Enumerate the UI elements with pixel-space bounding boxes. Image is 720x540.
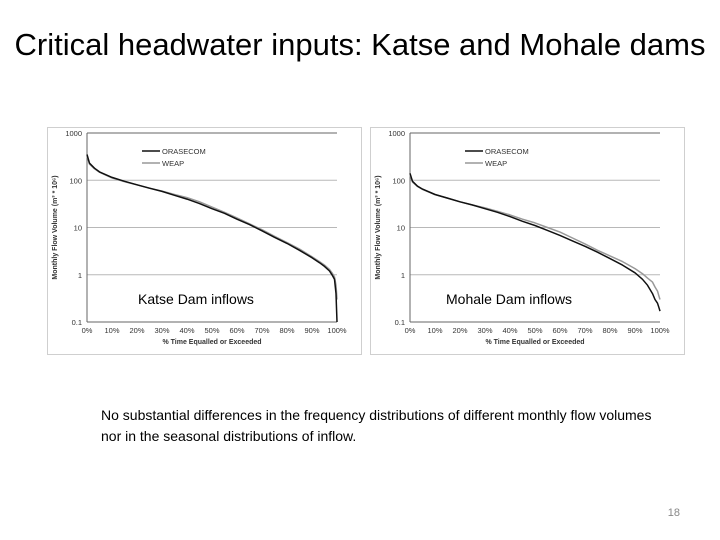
x-tick-label: 50% — [527, 326, 542, 335]
y-tick-label: 0.1 — [395, 318, 405, 327]
legend-label-weap: WEAP — [162, 159, 184, 168]
katse-chart-svg: 0.1 1 10 100 1000 0% 10% 20% 30% 40% 50% 60% 70% 80% 9… — [47, 127, 362, 355]
page-number: 18 — [667, 507, 680, 519]
y-tick-label: 1 — [401, 271, 405, 280]
x-tick-label: 80% — [602, 326, 617, 335]
slide-title: Critical headwater inputs: Katse and Moh… — [14, 27, 706, 62]
x-axis-label: % Time Equalled or Exceeded — [162, 339, 261, 346]
series-line-orasecom — [86, 154, 338, 323]
x-tick-label: 100% — [327, 326, 347, 335]
y-tick-label: 0.1 — [72, 318, 82, 327]
y-tick-label: 1 — [78, 271, 82, 280]
x-tick-label: 40% — [179, 326, 194, 335]
x-tick-label: 80% — [279, 326, 294, 335]
chart-frame — [370, 127, 685, 355]
y-axis-label: Monthly Flow Volume (m³ * 10⁶) — [375, 175, 382, 279]
x-tick-label: 70% — [577, 326, 592, 335]
legend-label-orasecom: ORASECOM — [162, 147, 206, 156]
y-tick-label: 10 — [397, 224, 405, 233]
series-line-orasecom — [409, 173, 661, 312]
x-tick-label: 10% — [427, 326, 442, 335]
legend-label-orasecom: ORASECOM — [485, 147, 529, 156]
x-tick-label: 20% — [129, 326, 144, 335]
y-tick-label: 10 — [74, 224, 82, 233]
summary-note: No substantial differences in the freque… — [101, 407, 652, 444]
x-tick-label: 90% — [627, 326, 642, 335]
katse-flow-duration-chart: 0.1 1 10 100 1000 0% 10% 20% 30% 40% 50% 60% 70% 80% 9… — [47, 127, 362, 355]
x-tick-label: 60% — [229, 326, 244, 335]
mohale-chart-caption: Mohale Dam inflows — [444, 291, 575, 307]
y-tick-label: 1000 — [388, 129, 405, 138]
x-tick-label: 30% — [477, 326, 492, 335]
legend-label-weap: WEAP — [485, 159, 507, 168]
x-tick-label: 50% — [204, 326, 219, 335]
x-axis-label: % Time Equalled or Exceeded — [485, 339, 584, 346]
x-tick-label: 10% — [104, 326, 119, 335]
y-tick-label: 1000 — [65, 129, 82, 138]
katse-chart-caption: Katse Dam inflows — [136, 291, 256, 307]
x-tick-label: 0% — [82, 326, 93, 335]
x-tick-label: 70% — [254, 326, 269, 335]
x-tick-label: 0% — [405, 326, 416, 335]
x-tick-label: 60% — [552, 326, 567, 335]
y-tick-label: 100 — [392, 176, 405, 185]
x-tick-label: 40% — [502, 326, 517, 335]
x-tick-label: 100% — [650, 326, 670, 335]
y-tick-label: 100 — [69, 176, 82, 185]
mohale-flow-duration-chart: 0.1 1 10 100 1000 0% 10% 20% 30% 40% 50% 60% 70% 80% 9… — [370, 127, 685, 355]
y-axis-label: Monthly Flow Volume (m³ * 10⁶) — [52, 175, 59, 279]
x-tick-label: 90% — [304, 326, 319, 335]
chart-frame — [47, 127, 362, 355]
x-tick-label: 30% — [154, 326, 169, 335]
mohale-chart-svg: 0.1 1 10 100 1000 0% 10% 20% 30% 40% 50% 60% 70% 80% 9… — [370, 127, 685, 355]
x-tick-label: 20% — [452, 326, 467, 335]
